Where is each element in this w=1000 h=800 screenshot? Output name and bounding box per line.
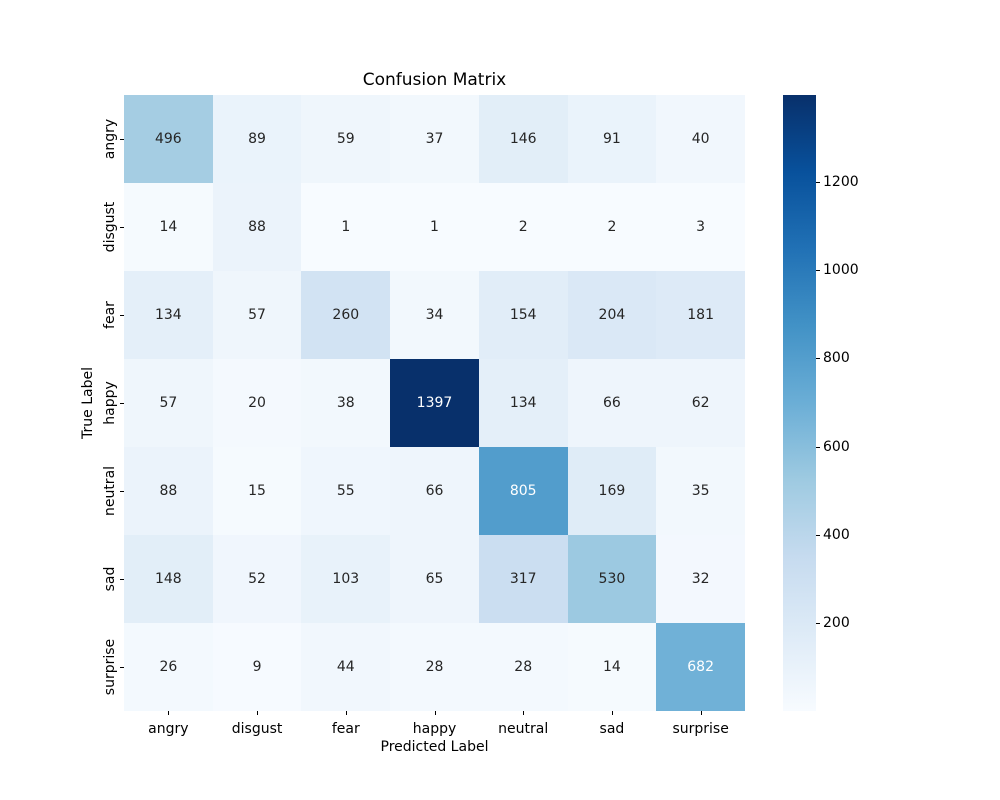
x-tick-label: fear: [331, 721, 360, 737]
heatmap-cell: 3: [656, 183, 745, 271]
heatmap-cell: 15: [212, 447, 302, 535]
heatmap-cell: 35: [656, 447, 745, 535]
colorbar-tick-label: 1000: [823, 262, 859, 279]
y-tick-label: surprise: [102, 638, 118, 696]
colorbar-tick-mark-icon: [816, 534, 820, 536]
y-tick-label: sad: [102, 566, 118, 592]
colorbar-tick-label: 1200: [823, 173, 859, 190]
heatmap-cell: 134: [478, 359, 568, 447]
heatmap-cell: 14: [567, 623, 657, 711]
heatmap-cell: 66: [390, 447, 479, 535]
heatmap-cell: 103: [301, 535, 391, 623]
heatmap-cell: 32: [656, 535, 745, 623]
y-tick-mark-icon: [120, 403, 124, 404]
y-tick-mark-icon: [120, 667, 124, 668]
heatmap-cell: 1: [390, 183, 479, 271]
colorbar-tick-mark-icon: [816, 181, 820, 183]
heatmap-cell: 496: [124, 95, 213, 183]
y-tick-label: fear: [102, 301, 118, 329]
heatmap-cell: 65: [390, 535, 479, 623]
y-tick-mark-icon: [120, 491, 124, 492]
y-tick-label: happy: [102, 381, 118, 425]
x-tick-label: sad: [599, 721, 625, 737]
x-tick-label: surprise: [672, 721, 729, 737]
heatmap-cell: 57: [124, 359, 213, 447]
colorbar-tick-mark-icon: [816, 358, 820, 360]
heatmap-cell: 57: [212, 271, 302, 359]
heatmap-cell: 1397: [390, 359, 479, 447]
y-tick-label: disgust: [102, 201, 118, 253]
heatmap-cell: 66: [567, 359, 657, 447]
heatmap-cell: 317: [478, 535, 568, 623]
heatmap-cell: 204: [567, 271, 657, 359]
x-tick-mark-icon: [345, 711, 347, 715]
x-tick-mark-icon: [700, 711, 702, 715]
heatmap-cell: 28: [478, 623, 568, 711]
heatmap-cell: 88: [124, 447, 213, 535]
heatmap-cell: 2: [567, 183, 657, 271]
colorbar-tick-mark-icon: [816, 623, 820, 625]
y-tick-mark-icon: [120, 579, 124, 580]
x-tick-label: angry: [148, 721, 189, 737]
heatmap-cell: 38: [301, 359, 391, 447]
colorbar-tick-label: 800: [823, 350, 850, 367]
heatmap-cell: 1: [301, 183, 391, 271]
heatmap-cell: 91: [567, 95, 657, 183]
heatmap-cell: 20: [212, 359, 302, 447]
heatmap-cell: 148: [124, 535, 213, 623]
heatmap-cell: 52: [212, 535, 302, 623]
heatmap-cell: 260: [301, 271, 391, 359]
heatmap-cell: 9: [212, 623, 302, 711]
x-tick-mark-icon: [257, 711, 259, 715]
heatmap-cell: 530: [567, 535, 657, 623]
x-tick-mark-icon: [434, 711, 436, 715]
heatmap-cell: 40: [656, 95, 745, 183]
heatmap-cell: 2: [478, 183, 568, 271]
heatmap-cell: 59: [301, 95, 391, 183]
heatmap-cell: 134: [124, 271, 213, 359]
heatmap-cell: 146: [478, 95, 568, 183]
chart-title: Confusion Matrix: [362, 70, 507, 90]
colorbar-tick-label: 200: [823, 615, 850, 632]
heatmap-cell: 34: [390, 271, 479, 359]
colorbar-tick-mark-icon: [816, 270, 820, 272]
x-tick-label: happy: [412, 721, 457, 737]
x-tick-mark-icon: [168, 711, 170, 715]
heatmap-grid: 496 89 59 37 146 91 40 14 88 1 1 2 2 3 134 57 260 34 154 20…: [124, 95, 745, 711]
heatmap-cell: 169: [567, 447, 657, 535]
heatmap-cell: 154: [478, 271, 568, 359]
heatmap-cell: 26: [124, 623, 213, 711]
y-tick-mark-icon: [120, 315, 124, 316]
colorbar-tick-label: 400: [823, 526, 850, 543]
x-axis-label: Predicted Label: [380, 739, 489, 755]
colorbar-tick-mark-icon: [816, 446, 820, 448]
x-tick-mark-icon: [611, 711, 613, 715]
x-tick-mark-icon: [523, 711, 525, 715]
heatmap-cell: 55: [301, 447, 391, 535]
heatmap-cell: 14: [124, 183, 213, 271]
x-tick-label: disgust: [231, 721, 283, 737]
y-tick-label: angry: [102, 118, 118, 160]
y-tick-mark-icon: [120, 139, 124, 140]
colorbar-tick-label: 600: [823, 438, 850, 455]
y-tick-label: neutral: [102, 465, 118, 517]
colorbar: [783, 95, 816, 711]
heatmap-cell: 805: [478, 447, 568, 535]
x-tick-label: neutral: [498, 721, 549, 737]
heatmap-cell: 28: [390, 623, 479, 711]
y-axis-label: True Label: [80, 367, 96, 439]
heatmap-cell: 62: [656, 359, 745, 447]
y-tick-mark-icon: [120, 227, 124, 228]
heatmap-cell: 89: [212, 95, 302, 183]
heatmap-cell: 37: [390, 95, 479, 183]
heatmap-cell: 181: [656, 271, 745, 359]
heatmap-cell: 88: [212, 183, 302, 271]
heatmap-cell: 44: [301, 623, 391, 711]
heatmap-cell: 682: [656, 623, 745, 711]
